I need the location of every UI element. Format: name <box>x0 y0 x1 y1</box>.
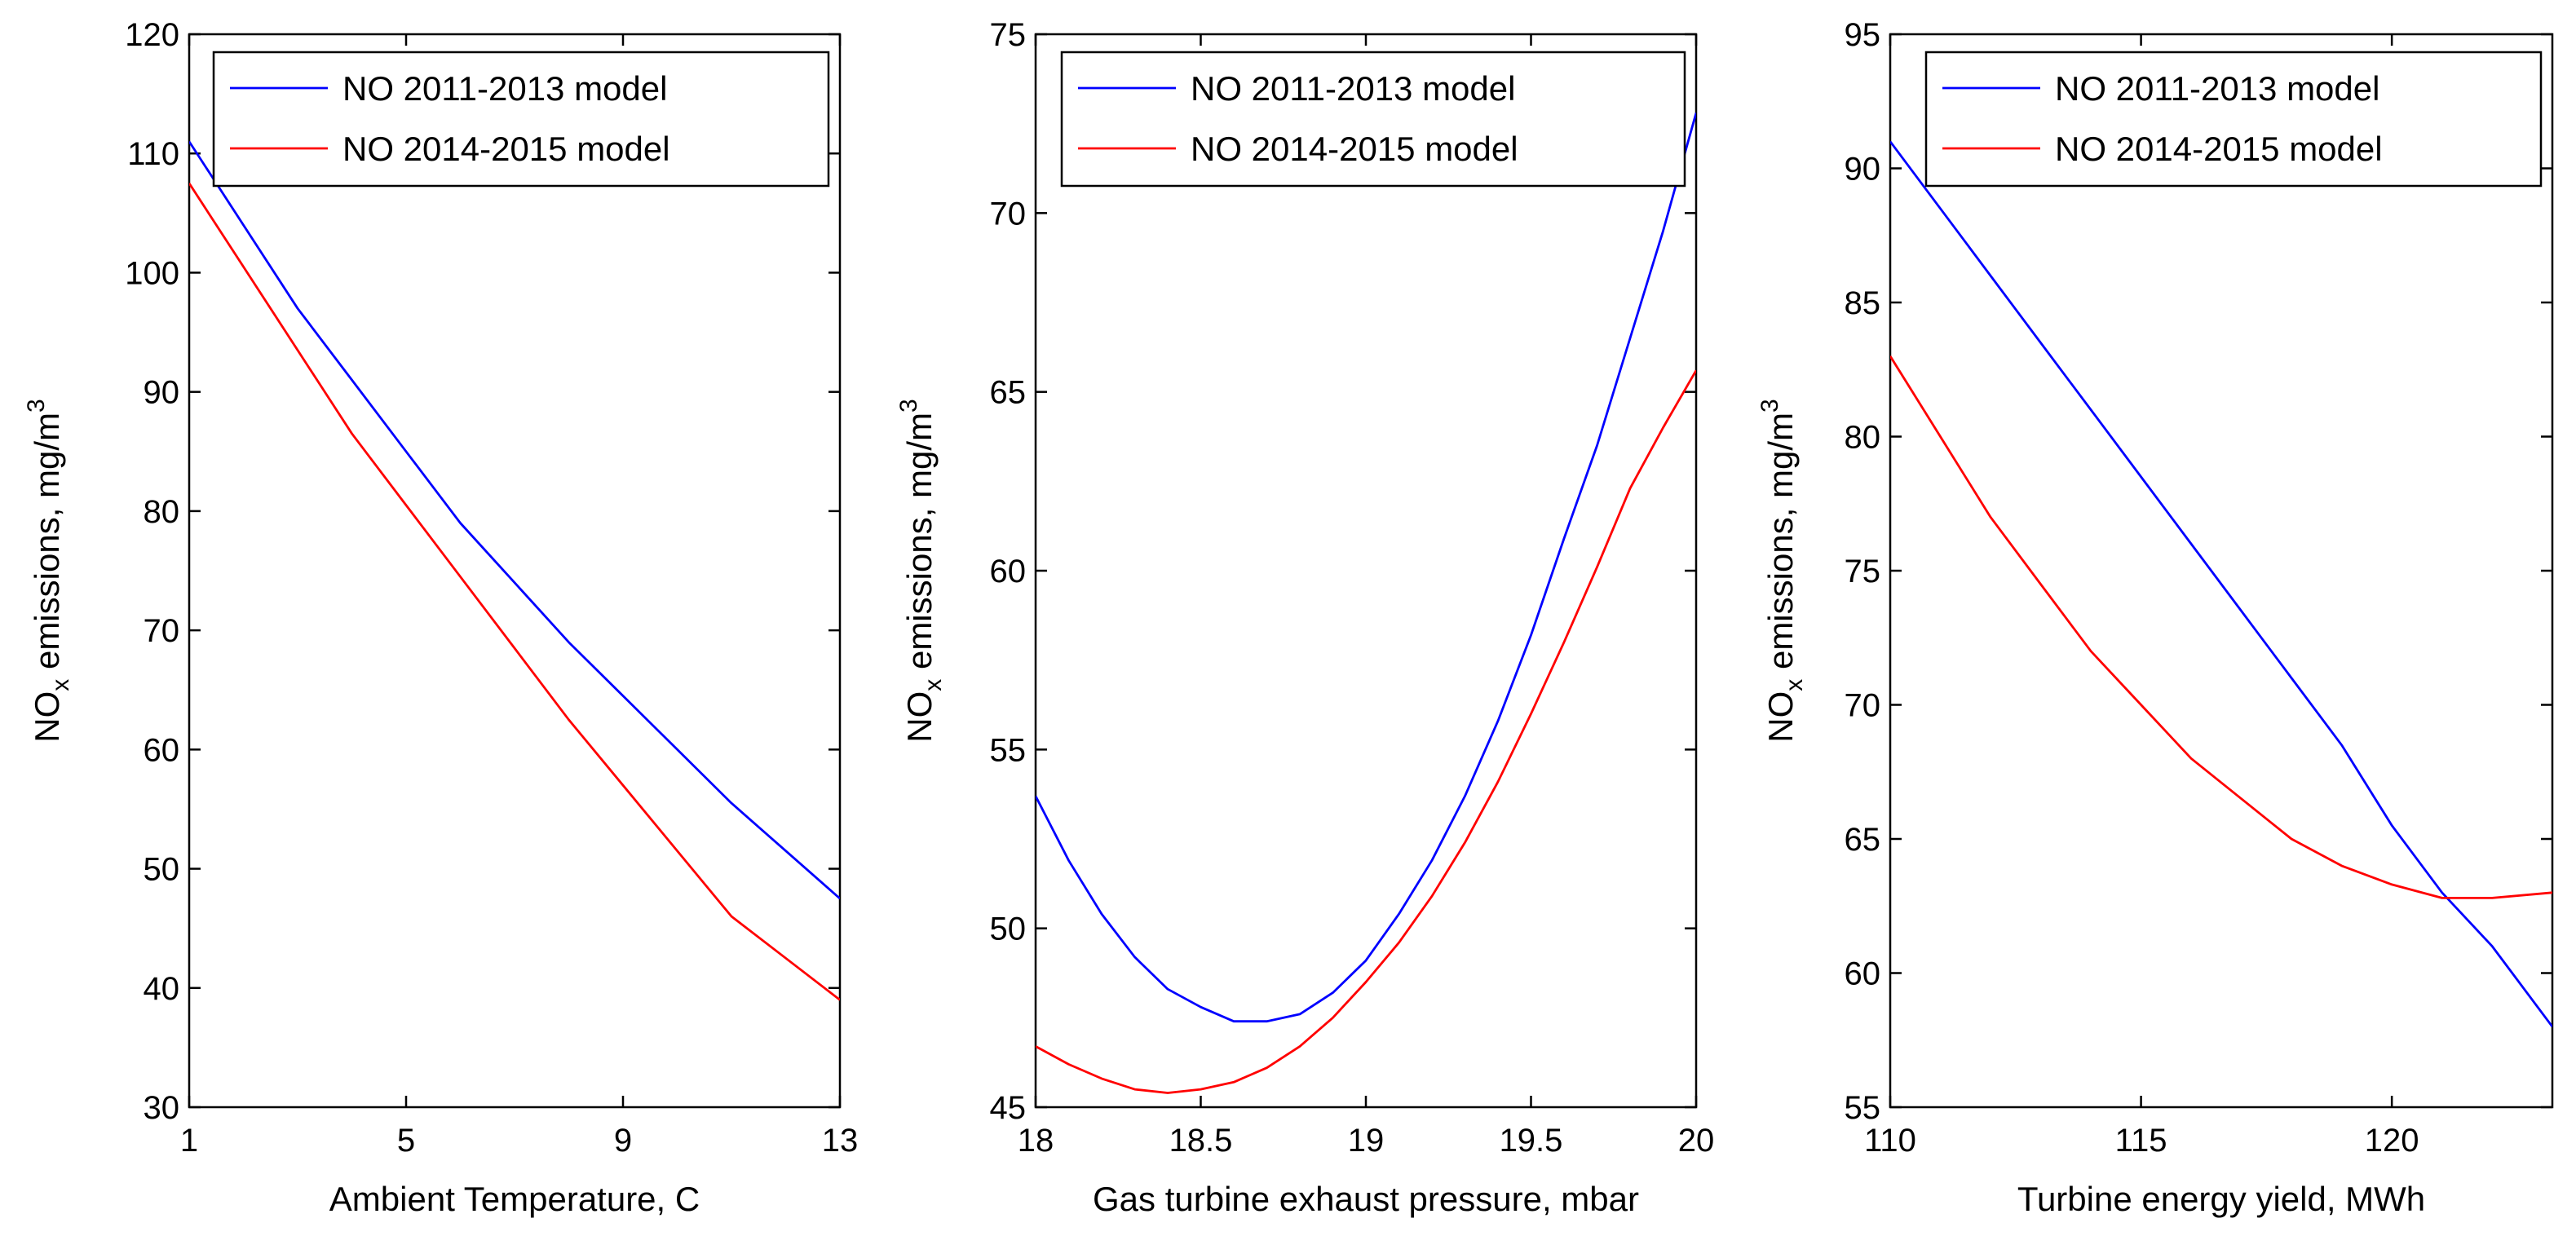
y-tick-label: 75 <box>1845 554 1881 589</box>
legend-box <box>1060 51 1686 188</box>
y-tick-label: 120 <box>125 17 179 53</box>
y-tick-label: 70 <box>990 196 1027 232</box>
y-tick-label: 85 <box>1845 285 1881 321</box>
legend-label: NO 2014-2015 model <box>1191 130 1518 168</box>
x-tick-label: 18 <box>1018 1123 1054 1159</box>
y-tick-label: 90 <box>1845 152 1881 188</box>
plot-area-frame <box>1034 33 1698 1109</box>
x-tick-label: 18.5 <box>1169 1123 1233 1159</box>
series-line-2014-2015 <box>189 183 840 1001</box>
x-tick-label: 19 <box>1348 1123 1385 1159</box>
y-tick-label: 70 <box>1845 688 1881 724</box>
y-tick-label: 60 <box>144 732 180 768</box>
y-tick-label: 80 <box>144 494 180 530</box>
y-tick-label: 80 <box>1845 420 1881 456</box>
x-tick-label: 20 <box>1678 1123 1715 1159</box>
y-axis-label-subscript: x <box>920 679 947 691</box>
y-tick-label: 60 <box>1845 956 1881 992</box>
y-axis-label-superscript: 3 <box>895 399 922 413</box>
y-axis-label: NOx emissions, mg/m3 <box>895 399 947 742</box>
x-tick-label: 5 <box>397 1123 415 1159</box>
legend-box <box>212 51 830 188</box>
y-tick-label: 55 <box>990 732 1027 768</box>
y-tick-label: 100 <box>125 255 179 291</box>
y-axis-label: NOx emissions, mg/m3 <box>1756 399 1808 742</box>
plot-area-frame <box>1889 33 2554 1109</box>
y-tick-label: 55 <box>1845 1090 1881 1126</box>
x-tick-label: 1 <box>180 1123 198 1159</box>
y-axis-label-main: NO <box>1761 691 1800 743</box>
x-axis-label: Ambient Temperature, C <box>329 1180 700 1218</box>
y-axis-label-superscript: 3 <box>23 399 50 413</box>
x-tick-label: 13 <box>822 1123 859 1159</box>
y-tick-label: 90 <box>144 375 180 411</box>
y-axis-label-text: emissions, mg/m <box>28 413 66 679</box>
legend: NO 2011-2013 model NO 2014-2015 model <box>1060 51 1686 188</box>
y-axis-label-main: NO <box>28 691 66 743</box>
legend-label: NO 2014-2015 model <box>342 130 670 168</box>
plot-area-frame <box>188 33 842 1109</box>
legend-label: NO 2011-2013 model <box>342 69 667 108</box>
x-tick-label: 110 <box>1864 1123 1916 1159</box>
y-axis-label-text: emissions, mg/m <box>900 413 939 679</box>
y-tick-label: 65 <box>1845 822 1881 858</box>
chart-panel-3: 55 60 65 70 75 80 85 90 95 110 115 120 Turbine energ… <box>1756 17 2554 1218</box>
chart-panel-1: 30 40 50 60 70 80 90 100 110 120 1 5 9 13 Ambient Temp… <box>23 17 858 1218</box>
x-axis-label: Gas turbine exhaust pressure, mbar <box>1093 1180 1639 1218</box>
legend: NO 2011-2013 model NO 2014-2015 model <box>1924 51 2543 188</box>
x-tick-label: 19.5 <box>1500 1123 1563 1159</box>
legend-box <box>1924 51 2543 188</box>
x-tick-label: 120 <box>2365 1123 2419 1159</box>
series-line-2011-2013 <box>1036 113 1696 1023</box>
y-axis-label-main: NO <box>900 691 939 743</box>
y-tick-label: 30 <box>144 1090 180 1126</box>
x-axis-label: Turbine energy yield, MWh <box>2017 1180 2425 1218</box>
y-axis-label-subscript: x <box>1781 679 1808 691</box>
y-tick-label: 50 <box>990 912 1027 947</box>
y-tick-label: 110 <box>127 136 179 172</box>
y-tick-label: 70 <box>144 613 180 649</box>
x-tick-label: 115 <box>2115 1123 2167 1159</box>
y-tick-label: 50 <box>144 852 180 888</box>
series-line-2011-2013 <box>189 140 840 900</box>
series-line-2011-2013 <box>1890 140 2552 1028</box>
y-tick-label: 45 <box>990 1090 1027 1126</box>
y-axis-label: NOx emissions, mg/m3 <box>23 399 74 742</box>
y-tick-label: 40 <box>144 971 180 1007</box>
y-tick-label: 65 <box>990 375 1027 411</box>
x-tick-label: 9 <box>614 1123 632 1159</box>
y-axis-label-text: emissions, mg/m <box>1761 413 1800 679</box>
y-axis-label-superscript: 3 <box>1756 399 1783 413</box>
y-axis-label-subscript: x <box>47 679 74 691</box>
y-tick-label: 60 <box>990 554 1027 589</box>
legend-label: NO 2014-2015 model <box>2055 130 2383 168</box>
series-line-2014-2015 <box>1036 369 1696 1094</box>
y-tick-label: 75 <box>990 17 1027 53</box>
legend-label: NO 2011-2013 model <box>1191 69 1515 108</box>
legend: NO 2011-2013 model NO 2014-2015 model <box>212 51 830 188</box>
chart-panel-2: 45 50 55 60 65 70 75 18 18.5 19 19.5 20 Gas turbine … <box>895 17 1714 1218</box>
y-tick-label: 95 <box>1845 17 1881 53</box>
series-line-2014-2015 <box>1890 355 2552 899</box>
legend-label: NO 2011-2013 model <box>2055 69 2379 108</box>
